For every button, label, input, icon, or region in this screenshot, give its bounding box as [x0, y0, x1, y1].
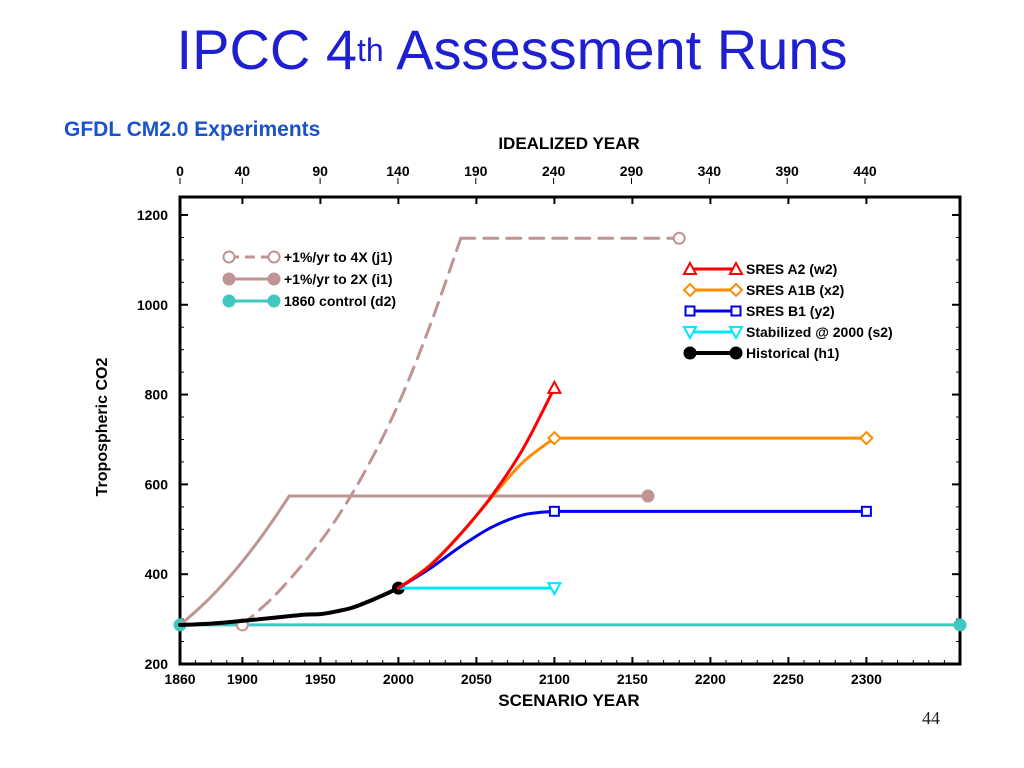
x-tick-label: 2050	[461, 671, 492, 687]
legend-marker-y2	[730, 305, 742, 317]
top-tick-label: 0	[176, 163, 184, 179]
legend-right: SRES A2 (w2) SRES A1B (x2) SRES B1 (y2) Sta…	[682, 260, 893, 361]
series-marker-s2	[546, 582, 563, 597]
page-number: 44	[922, 708, 940, 728]
series-d2	[173, 618, 967, 632]
chart-title: GFDL CM2.0 Experiments	[64, 118, 320, 141]
x-tick-label: 2300	[851, 671, 882, 687]
legend-item-d2: 1860 control (d2)	[222, 293, 396, 309]
x-tick-label: 2250	[773, 671, 804, 687]
legend-marker-x2	[682, 282, 698, 298]
legend-marker-x2	[728, 282, 744, 298]
legend-marker-j1	[222, 250, 236, 264]
top-axis-label: IDEALIZED YEAR	[498, 134, 639, 153]
legend-item-w2: SRES A2 (w2)	[682, 260, 837, 277]
series-line-h1	[178, 586, 401, 627]
legend-item-s2: Stabilized @ 2000 (s2)	[682, 324, 893, 341]
legend-label-i1: +1%/yr to 2X (i1)	[284, 271, 393, 287]
top-tick-label: 40	[234, 163, 250, 179]
legend-item-h1: Historical (h1)	[683, 345, 839, 361]
top-tick-label: 140	[386, 163, 410, 179]
y-tick-label: 800	[145, 387, 169, 403]
legend-marker-d2	[267, 294, 281, 308]
legend-label-j1: +1%/yr to 4X (j1)	[284, 249, 393, 265]
slide-title-superscript: th	[357, 32, 384, 68]
legend-marker-w2	[682, 260, 698, 275]
series-w2	[396, 379, 563, 590]
x-tick-label: 2150	[617, 671, 648, 687]
series-line-i1	[178, 494, 291, 627]
legend-item-j1: +1%/yr to 4X (j1)	[222, 249, 393, 265]
x-tick-label: 1860	[164, 671, 195, 687]
top-tick-label: 290	[620, 163, 644, 179]
series-marker-y2	[548, 505, 560, 517]
series-line-w2	[396, 386, 556, 590]
x-tick-label: 1950	[305, 671, 336, 687]
series-marker-d2	[953, 618, 967, 632]
legend-marker-y2	[684, 305, 696, 317]
y-tick-label: 200	[145, 656, 169, 672]
series-marker-j1	[672, 231, 686, 245]
top-tick-label: 90	[312, 163, 328, 179]
legend-label-d2: 1860 control (d2)	[284, 293, 396, 309]
y-axis-label: Tropospheric CO2	[94, 358, 111, 497]
legend-left: +1%/yr to 4X (j1) +1%/yr to 2X (i1) 1860 c…	[222, 249, 396, 309]
series-i1	[178, 489, 655, 627]
x-tick-label: 2100	[539, 671, 570, 687]
legend-item-i1: +1%/yr to 2X (i1)	[222, 271, 393, 287]
top-tick-label: 340	[698, 163, 722, 179]
legend-marker-h1	[729, 346, 743, 360]
x-tick-label: 2200	[695, 671, 726, 687]
x-tick-label: 1900	[227, 671, 258, 687]
series-marker-x2	[546, 430, 562, 446]
series-marker-y2	[860, 505, 872, 517]
bottom-axis-label: SCENARIO YEAR	[498, 691, 639, 710]
legend-label-h1: Historical (h1)	[746, 345, 839, 361]
top-tick-label: 190	[464, 163, 488, 179]
top-tick-label: 390	[775, 163, 799, 179]
legend-marker-i1	[222, 272, 236, 286]
y-tick-label: 1000	[137, 297, 168, 313]
series-marker-w2	[546, 379, 563, 394]
slide-title: IPCC 4th Assessment Runs	[0, 14, 1024, 94]
legend-marker-j1	[267, 250, 281, 264]
series-s2	[396, 582, 563, 597]
series-line-y2	[396, 509, 556, 590]
x-tick-label: 2000	[383, 671, 414, 687]
legend-label-s2: Stabilized @ 2000 (s2)	[746, 324, 893, 340]
legend-label-y2: SRES B1 (y2)	[746, 303, 835, 319]
y-tick-label: 400	[145, 566, 169, 582]
top-tick-label: 240	[542, 163, 566, 179]
y-tick-label: 1200	[137, 207, 168, 223]
top-tick-label: 440	[853, 163, 877, 179]
legend-label-w2: SRES A2 (w2)	[746, 261, 837, 277]
series-line-j1	[240, 236, 463, 627]
series-y2	[396, 505, 872, 590]
legend-marker-s2	[728, 326, 744, 341]
plot-frame	[178, 195, 962, 666]
legend-item-y2: SRES B1 (y2)	[684, 303, 835, 319]
legend-marker-i1	[267, 272, 281, 286]
slide-title-main: IPCC 4	[176, 18, 358, 81]
series-marker-x2	[858, 430, 874, 446]
legend-marker-w2	[728, 260, 744, 275]
y-tick-label: 600	[145, 476, 169, 492]
legend-marker-s2	[682, 326, 698, 341]
legend-item-x2: SRES A1B (x2)	[682, 282, 844, 298]
series-marker-i1	[641, 489, 655, 503]
series-h1	[178, 581, 405, 627]
legend-marker-h1	[683, 346, 697, 360]
legend-label-x2: SRES A1B (x2)	[746, 282, 844, 298]
legend-marker-d2	[222, 294, 236, 308]
slide-title-rest: Assessment Runs	[383, 18, 848, 81]
